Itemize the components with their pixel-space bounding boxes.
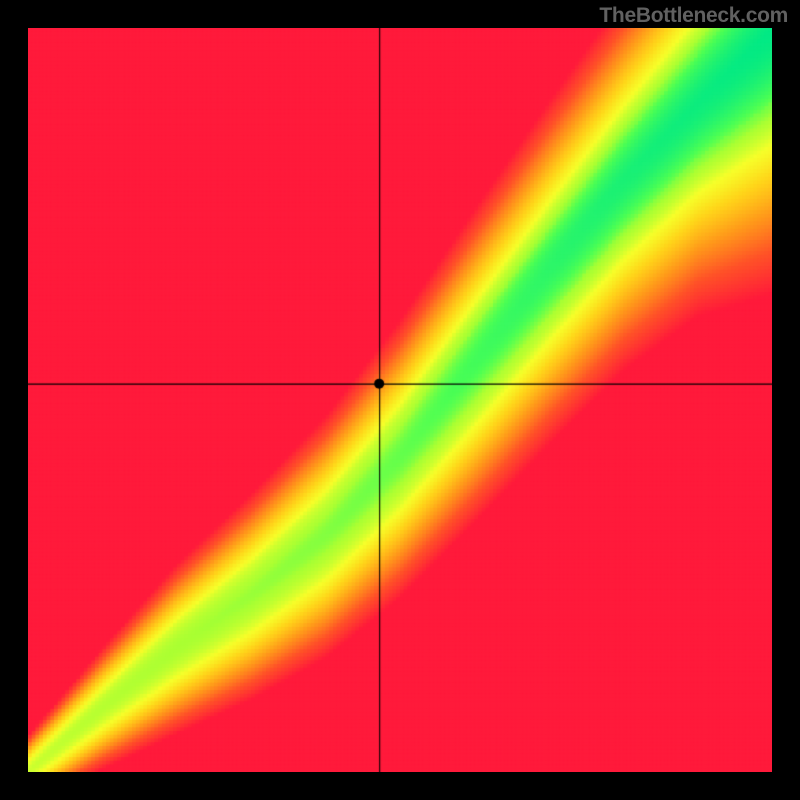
- heatmap-canvas: [28, 28, 772, 772]
- attribution-label: TheBottleneck.com: [599, 4, 788, 28]
- plot-area: [28, 28, 772, 772]
- chart-container: TheBottleneck.com: [0, 0, 800, 800]
